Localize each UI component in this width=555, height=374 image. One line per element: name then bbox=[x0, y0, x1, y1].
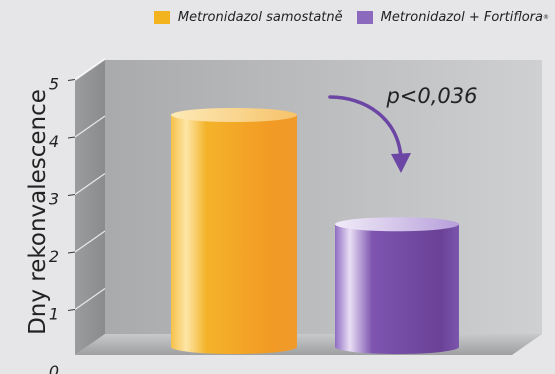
y-tick-label: 5 bbox=[49, 75, 59, 94]
bar-body bbox=[335, 224, 459, 354]
y-gridline bbox=[74, 288, 106, 310]
y-gridline bbox=[74, 115, 106, 138]
p-value-annotation: p<0,036 bbox=[385, 84, 477, 108]
registered-mark: ® bbox=[543, 14, 549, 21]
y-tick-label: 4 bbox=[49, 132, 59, 151]
y-tick bbox=[67, 309, 76, 311]
bar-body bbox=[171, 115, 297, 354]
y-tick-label: 1 bbox=[49, 305, 59, 324]
y-gridline bbox=[74, 58, 106, 80]
y-tick bbox=[67, 136, 76, 139]
y-tick-label: 3 bbox=[49, 190, 59, 209]
y-axis-label: Dny rekonvalescence bbox=[25, 89, 51, 335]
y-tick bbox=[67, 194, 76, 196]
legend-item-fortiflora: Metronidazol + Fortiflora ® bbox=[356, 10, 549, 25]
legend-swatch-purple bbox=[356, 11, 373, 24]
annotation-arrowhead bbox=[391, 153, 411, 173]
y-tick-label: 0 bbox=[49, 362, 59, 374]
legend-item-metronidazol: Metronidazol samostatně bbox=[153, 10, 343, 25]
y-gridline bbox=[74, 173, 106, 195]
legend: Metronidazol samostatně Metronidazol + F… bbox=[140, 10, 549, 25]
legend-swatch-orange bbox=[153, 11, 170, 24]
legend-label-metronidazol: Metronidazol samostatně bbox=[177, 10, 343, 25]
chart-floor bbox=[75, 334, 542, 355]
annotation-arrow bbox=[328, 95, 403, 160]
bar-top bbox=[171, 108, 297, 122]
chart-side-wall bbox=[75, 60, 105, 355]
y-tick bbox=[67, 251, 76, 254]
bar-top bbox=[335, 217, 459, 232]
y-gridline bbox=[74, 230, 106, 253]
bar bbox=[335, 217, 459, 354]
y-tick bbox=[67, 79, 76, 81]
legend-label-fortiflora: Metronidazol + Fortiflora bbox=[380, 10, 543, 25]
bar bbox=[171, 108, 297, 354]
y-tick-label: 2 bbox=[49, 247, 59, 266]
